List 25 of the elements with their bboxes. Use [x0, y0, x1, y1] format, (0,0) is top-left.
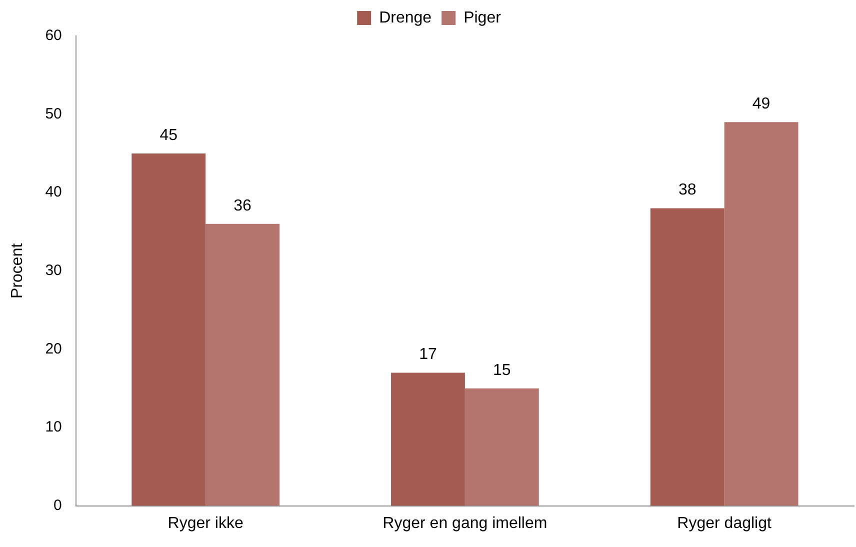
data-label: 15 [493, 362, 511, 379]
x-tick-label: Ryger dagligt [677, 514, 772, 532]
y-tick-label: 0 [54, 496, 62, 514]
y-tick-label: 30 [45, 262, 62, 280]
bar [206, 224, 280, 506]
data-label: 36 [234, 197, 252, 214]
data-label: 17 [419, 346, 437, 364]
y-tick-label: 10 [45, 418, 62, 436]
x-tick-label: Ryger ikke [168, 514, 244, 532]
y-axis-title: Procent [9, 242, 26, 298]
data-label: 45 [160, 126, 178, 144]
y-tick-label: 60 [45, 27, 62, 44]
y-tick-label: 50 [45, 105, 62, 122]
legend-label: Drenge [379, 9, 432, 26]
x-tick-label: Ryger en gang imellem [382, 514, 548, 532]
data-label: 49 [752, 96, 770, 113]
data-label: 38 [678, 182, 696, 199]
bar [464, 388, 539, 506]
bar [391, 372, 465, 506]
bar [132, 153, 206, 506]
y-tick-label: 20 [45, 340, 62, 358]
legend-label: Piger [464, 9, 502, 26]
bar [724, 122, 798, 506]
y-tick-label: 40 [45, 184, 62, 201]
bar [650, 208, 724, 506]
